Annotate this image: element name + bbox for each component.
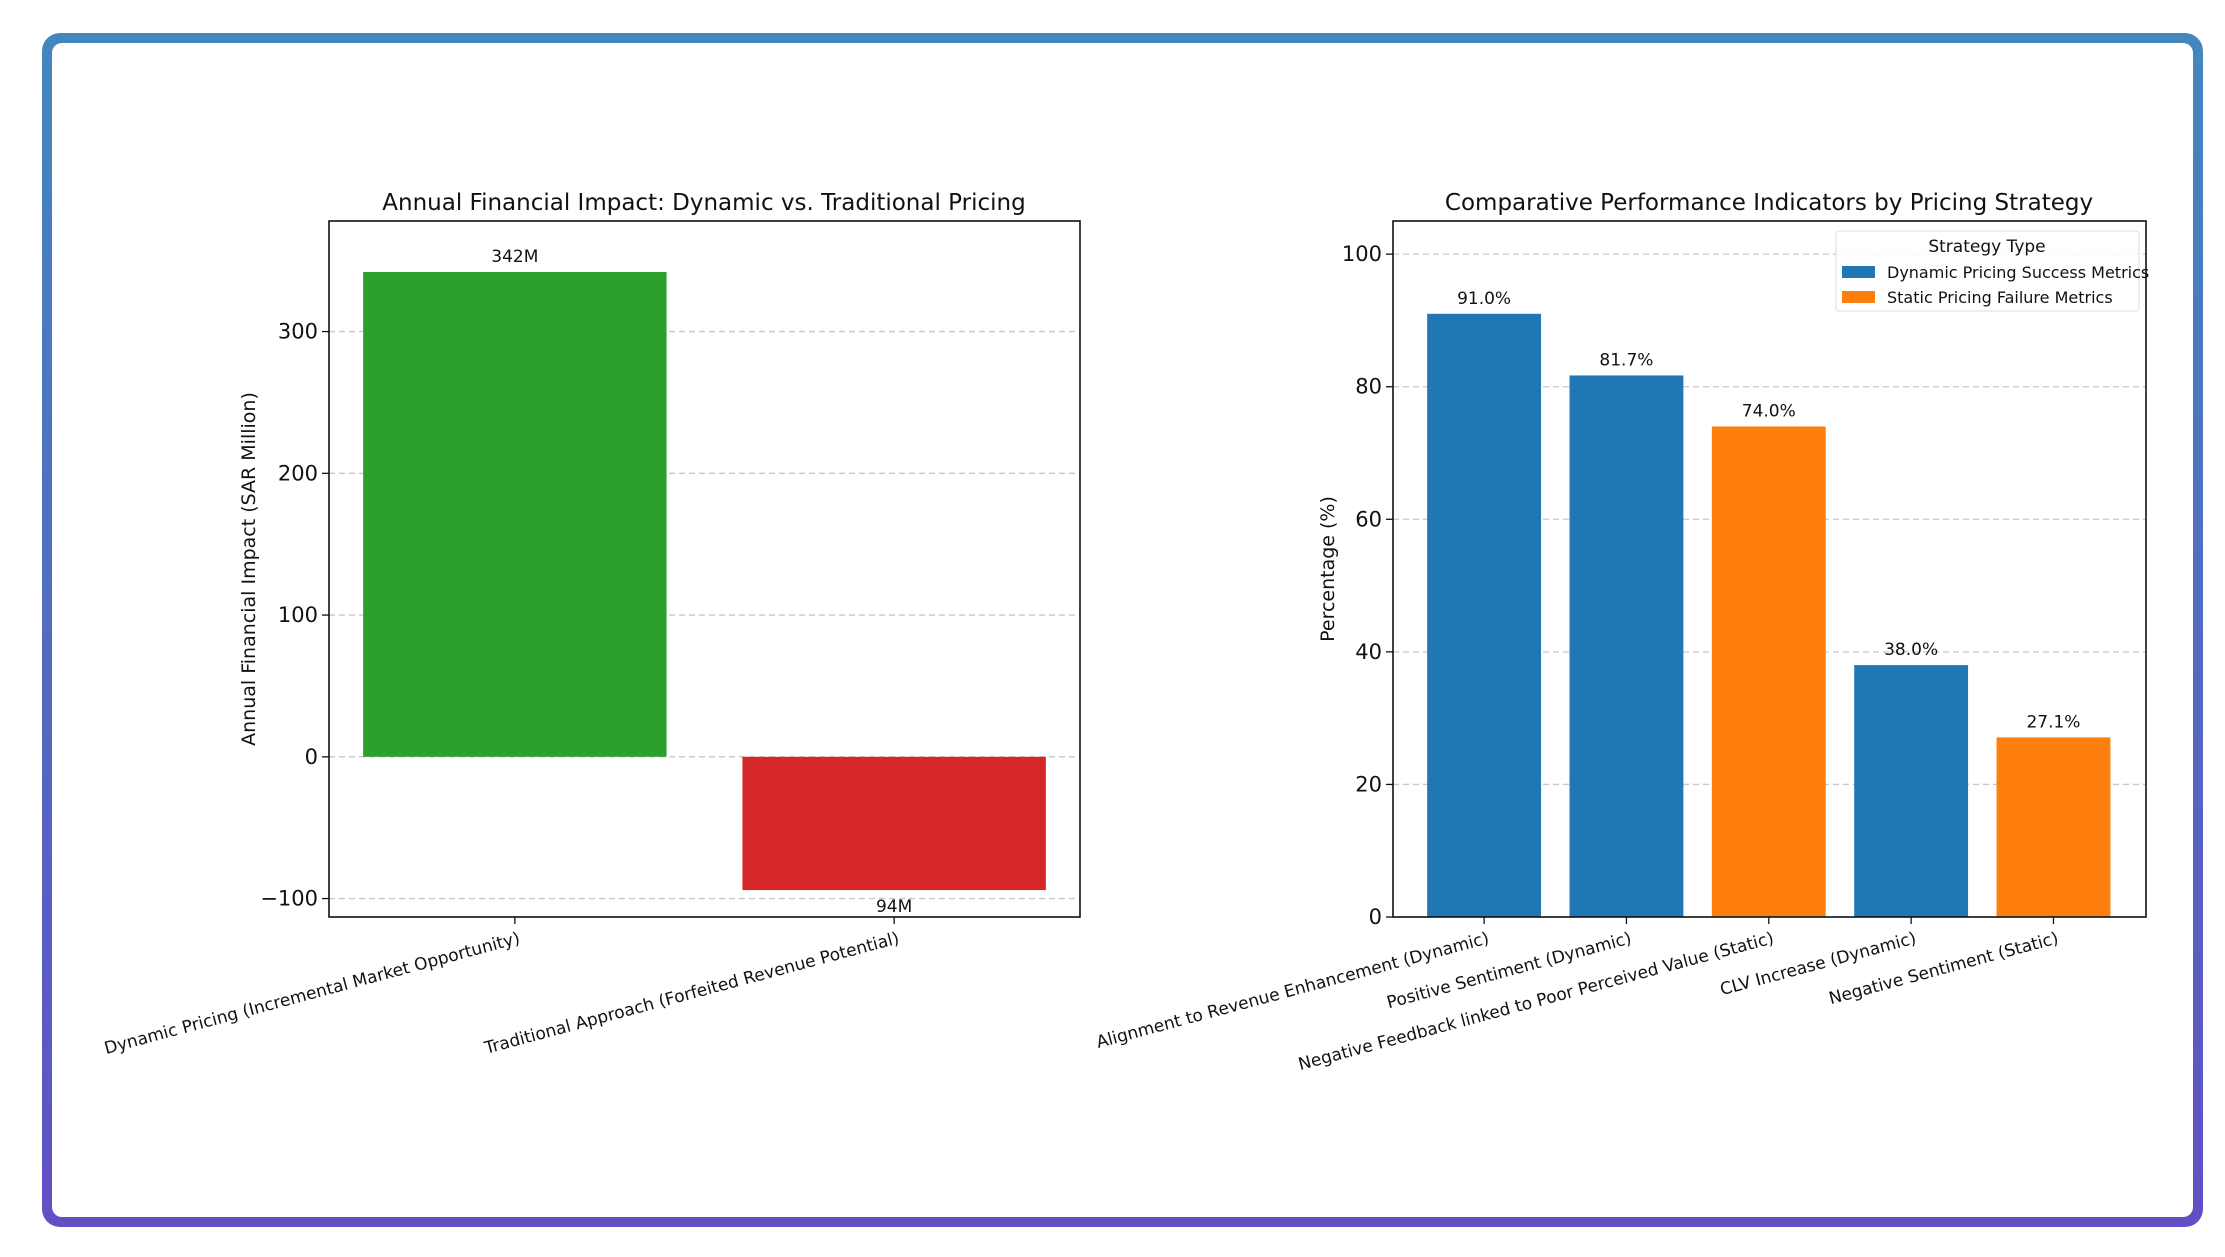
- bar: [1996, 737, 2111, 917]
- y-tick-label: −100: [260, 887, 318, 911]
- financial-impact-chart: Annual Financial Impact: Dynamic vs. Tra…: [102, 190, 1081, 1059]
- x-tick-label: Negative Sentiment (Static): [1827, 929, 2061, 1010]
- legend-title: Strategy Type: [1928, 237, 2045, 257]
- bar: [363, 272, 667, 757]
- legend-swatch: [1842, 291, 1875, 303]
- data-label: 27.1%: [2026, 712, 2080, 732]
- legend-entry: Static Pricing Failure Metrics: [1887, 288, 2113, 307]
- y-tick-label: 100: [278, 603, 318, 627]
- y-tick-label: 300: [278, 320, 318, 344]
- legend: Strategy Type Dynamic Pricing Success Met…: [1835, 230, 2149, 312]
- chart-title: Annual Financial Impact: Dynamic vs. Tra…: [382, 190, 1025, 216]
- y-tick-label: 80: [1355, 375, 1382, 399]
- y-tick-label: 0: [305, 745, 318, 769]
- y-tick-label: 60: [1355, 507, 1382, 531]
- x-tick-label: Dynamic Pricing (Incremental Market Oppo…: [102, 929, 522, 1059]
- legend-box: [1835, 230, 2140, 312]
- bar: [1854, 665, 1969, 917]
- y-tick-label: 100: [1342, 242, 1382, 266]
- y-tick-label: 40: [1355, 640, 1382, 664]
- y-axis-label: Annual Financial Impact (SAR Million): [238, 392, 260, 746]
- axes-frame: [1392, 220, 2147, 918]
- y-axis-label: Percentage (%): [1317, 496, 1339, 642]
- bar: [742, 756, 1046, 891]
- performance-indicators-chart: Comparative Performance Indicators by Pr…: [1094, 190, 2149, 1075]
- y-tick-label: 20: [1355, 772, 1382, 796]
- y-tick-label: 0: [1369, 905, 1382, 929]
- x-tick-label: Negative Feedback linked to Poor Perceiv…: [1296, 929, 1776, 1076]
- data-label: 94M: [876, 897, 912, 917]
- bar: [1427, 313, 1542, 917]
- axes-frame: [328, 220, 1081, 918]
- y-tick-label: 200: [278, 461, 318, 485]
- legend-swatch: [1842, 266, 1875, 278]
- bar: [1711, 426, 1826, 917]
- data-label: 74.0%: [1742, 401, 1796, 421]
- data-label: 38.0%: [1884, 640, 1938, 660]
- data-label: 91.0%: [1457, 289, 1511, 309]
- data-label: 342M: [491, 247, 538, 267]
- chart-title: Comparative Performance Indicators by Pr…: [1445, 190, 2093, 216]
- legend-entry: Dynamic Pricing Success Metrics: [1887, 263, 2149, 282]
- x-tick-label: Traditional Approach (Forfeited Revenue …: [482, 929, 902, 1059]
- bar: [1569, 375, 1684, 918]
- data-label: 81.7%: [1599, 350, 1653, 370]
